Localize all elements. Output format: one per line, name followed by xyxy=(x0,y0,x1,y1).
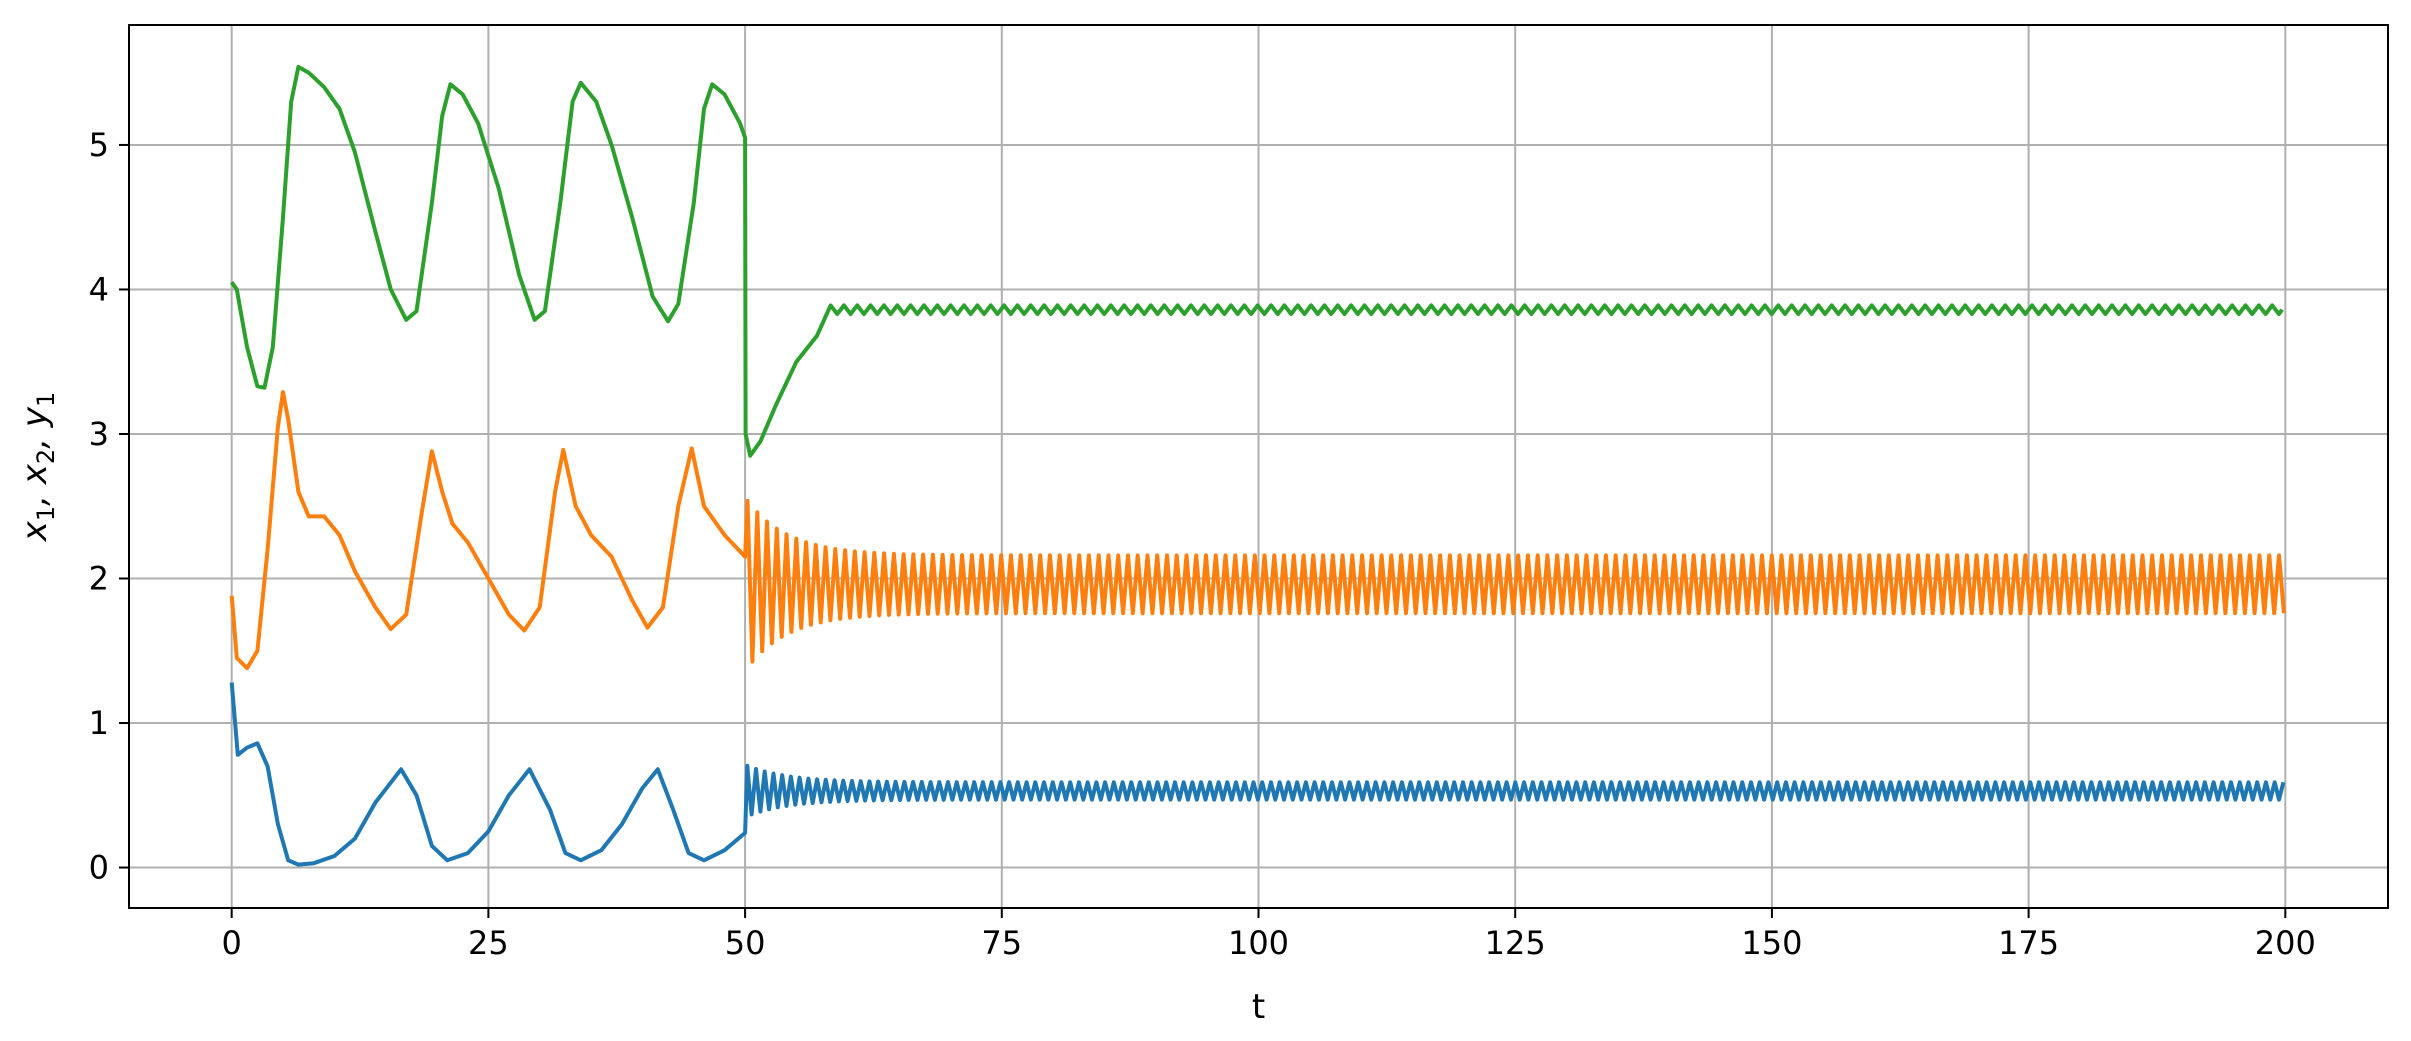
x-tick-label: 100 xyxy=(1228,924,1289,962)
y-tick-label: 2 xyxy=(89,560,109,598)
series-line-3 xyxy=(230,64,2284,458)
series-line-2 xyxy=(229,390,2286,671)
x-tick-label: 125 xyxy=(1485,924,1546,962)
y-axis-label: x1​, x2​, y1​ xyxy=(15,392,60,542)
y-tick-label: 0 xyxy=(89,849,109,887)
grid xyxy=(129,25,2388,908)
x-tick-label: 75 xyxy=(981,924,1022,962)
y-tick-label: 4 xyxy=(89,270,109,308)
x-axis-label: t xyxy=(1252,987,1265,1027)
y-tick-label: 1 xyxy=(89,704,109,742)
x-tick-label: 150 xyxy=(1741,924,1802,962)
x-axis-ticks: 0 25 50 75 100 125 150 175 200 xyxy=(222,908,2316,962)
y-tick-label: 3 xyxy=(89,415,109,453)
y-axis-ticks: 0 1 2 3 4 5 xyxy=(89,126,129,887)
x-tick-label: 50 xyxy=(725,924,766,962)
x-tick-label: 25 xyxy=(468,924,509,962)
x-tick-label: 0 xyxy=(222,924,242,962)
x-tick-label: 175 xyxy=(1998,924,2059,962)
x-tick-label: 200 xyxy=(2255,924,2316,962)
series-line-1 xyxy=(229,682,2286,867)
series-lines xyxy=(229,64,2286,867)
y-tick-label: 5 xyxy=(89,126,109,164)
